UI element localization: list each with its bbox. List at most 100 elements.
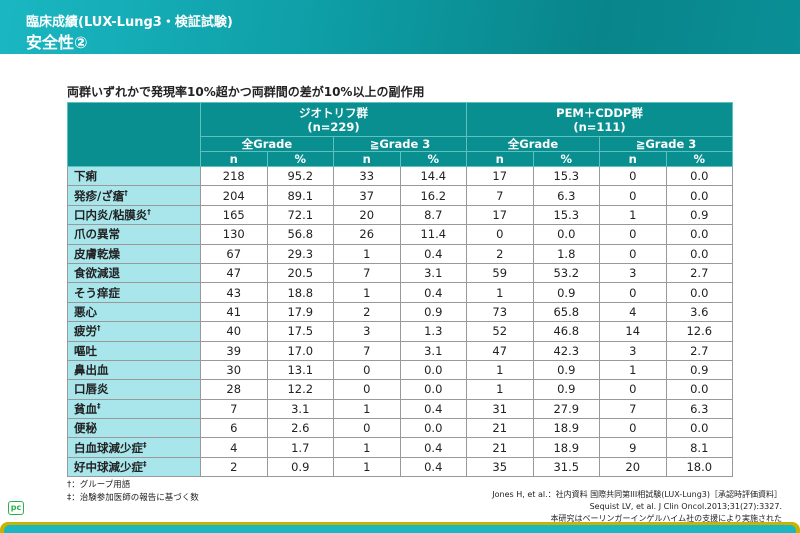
table-cell: 15.3 <box>532 165 600 187</box>
table-cell: 16.2 <box>399 185 467 206</box>
table-cell: 13.1 <box>266 359 334 381</box>
table-title: 両群いずれかで発現率10%超かつ両群間の差が10%以上の副作用 <box>67 85 425 99</box>
grade-header: ≧Grade 3 <box>599 136 733 152</box>
reference: 本研究はベーリンガーインゲルハイム社の支援により実施された <box>550 514 782 523</box>
table-cell: 21 <box>466 437 534 458</box>
table-cell: 0 <box>333 379 401 400</box>
table-cell: 8.7 <box>399 204 467 226</box>
row-label: 鼻出血 <box>67 359 201 381</box>
group-header: PEM＋CDDP群 (n=111) <box>466 102 733 137</box>
row-label: 爪の異常 <box>67 224 201 245</box>
table-cell: 0.9 <box>532 379 600 400</box>
grade-header: 全Grade <box>200 136 334 152</box>
table-cell: 0 <box>599 224 667 245</box>
table-row: 嘔吐 39 17.0 7 3.1 47 42.3 3 2.7 <box>67 340 733 361</box>
table-cell: 0.4 <box>399 243 467 264</box>
row-label: 好中球減少症‡ <box>67 456 201 478</box>
row-label: 皮膚乾燥 <box>67 243 201 264</box>
table-cell: 33 <box>333 165 401 187</box>
table-cell: 42.3 <box>532 340 600 361</box>
column-header: % <box>532 151 600 167</box>
column-header: % <box>399 151 467 167</box>
footnote: †：グループ用語 <box>67 480 131 490</box>
footer-band <box>0 522 800 533</box>
table-cell: 0.9 <box>532 359 600 381</box>
table-row: 爪の異常 130 56.8 26 11.4 0 0.0 0 0.0 <box>67 224 733 245</box>
table-cell: 0.9 <box>399 301 467 323</box>
table-cell: 6 <box>200 418 268 439</box>
row-label: 便秘 <box>67 418 201 439</box>
table-cell: 1 <box>333 243 401 264</box>
table-cell: 0.4 <box>399 398 467 420</box>
table-cell: 17 <box>466 204 534 226</box>
table-cell: 0.0 <box>532 224 600 245</box>
column-header: n <box>333 151 401 167</box>
table-cell: 0.0 <box>665 185 733 206</box>
table-cell: 0 <box>599 243 667 264</box>
table-cell: 3.6 <box>665 301 733 323</box>
table-row: そう痒症 43 18.8 1 0.4 1 0.9 0 0.0 <box>67 282 733 303</box>
table-cell: 1 <box>599 204 667 226</box>
table-cell: 52 <box>466 321 534 342</box>
page-title: 臨床成績(LUX-Lung3・検証試験) <box>26 15 233 30</box>
table-cell: 11.4 <box>399 224 467 245</box>
table-cell: 3 <box>333 321 401 342</box>
table-row: 下痢 218 95.2 33 14.4 17 15.3 0 0.0 <box>67 165 733 187</box>
table-cell: 2 <box>333 301 401 323</box>
table-cell: 20 <box>333 204 401 226</box>
table-cell: 26 <box>333 224 401 245</box>
table-cell: 20.5 <box>266 262 334 284</box>
table-cell: 56.8 <box>266 224 334 245</box>
table-cell: 0.0 <box>665 243 733 264</box>
table-cell: 0.9 <box>532 282 600 303</box>
table-cell: 40 <box>200 321 268 342</box>
row-label: 下痢 <box>67 165 201 187</box>
table-cell: 7 <box>333 262 401 284</box>
table-cell: 7 <box>599 398 667 420</box>
table-cell: 0.0 <box>665 282 733 303</box>
table-row: 好中球減少症‡ 2 0.9 1 0.4 35 31.5 20 18.0 <box>67 456 733 478</box>
table-cell: 7 <box>200 398 268 420</box>
adverse-events-table: ジオトリフ群 (n=229) PEM＋CDDP群 (n=111) 全Grade ≧G… <box>67 102 733 478</box>
table-cell: 0 <box>466 224 534 245</box>
table-cell: 31.5 <box>532 456 600 478</box>
row-label: 白血球減少症‡ <box>67 437 201 458</box>
table-row: 口唇炎 28 12.2 0 0.0 1 0.9 0 0.0 <box>67 379 733 400</box>
table-cell: 0.9 <box>665 204 733 226</box>
table-cell: 35 <box>466 456 534 478</box>
row-label: 悪心 <box>67 301 201 323</box>
table-cell: 0.9 <box>665 359 733 381</box>
table-cell: 21 <box>466 418 534 439</box>
table-cell: 29.3 <box>266 243 334 264</box>
table-cell: 20 <box>599 456 667 478</box>
table-cell: 28 <box>200 379 268 400</box>
table-cell: 0 <box>599 418 667 439</box>
table-cell: 17.5 <box>266 321 334 342</box>
table-row: 口内炎/粘膜炎† 165 72.1 20 8.7 17 15.3 1 0.9 <box>67 204 733 226</box>
table-cell: 7 <box>466 185 534 206</box>
table-cell: 1 <box>333 398 401 420</box>
table-cell: 6.3 <box>665 398 733 420</box>
table-cell: 89.1 <box>266 185 334 206</box>
table-cell: 1 <box>466 359 534 381</box>
table-row: 貧血‡ 7 3.1 1 0.4 31 27.9 7 6.3 <box>67 398 733 420</box>
table-cell: 3.1 <box>399 262 467 284</box>
table-cell: 0 <box>599 282 667 303</box>
table-cell: 12.2 <box>266 379 334 400</box>
table-cell: 41 <box>200 301 268 323</box>
row-label: 口内炎/粘膜炎† <box>67 204 201 226</box>
table-cell: 0 <box>333 359 401 381</box>
table-cell: 3 <box>599 340 667 361</box>
table-cell: 2 <box>466 243 534 264</box>
row-label: 発疹/ざ瘡† <box>67 185 201 206</box>
table-cell: 1 <box>333 437 401 458</box>
table-cell: 0.0 <box>399 379 467 400</box>
row-label: 嘔吐 <box>67 340 201 361</box>
footnote-mark: † <box>147 208 151 217</box>
page-subtitle: 安全性② <box>26 33 88 52</box>
table-cell: 3 <box>599 262 667 284</box>
row-label: 食欲減退 <box>67 262 201 284</box>
footnote-mark: ‡ <box>97 402 101 411</box>
table-cell: 18.0 <box>665 456 733 478</box>
table-cell: 37 <box>333 185 401 206</box>
